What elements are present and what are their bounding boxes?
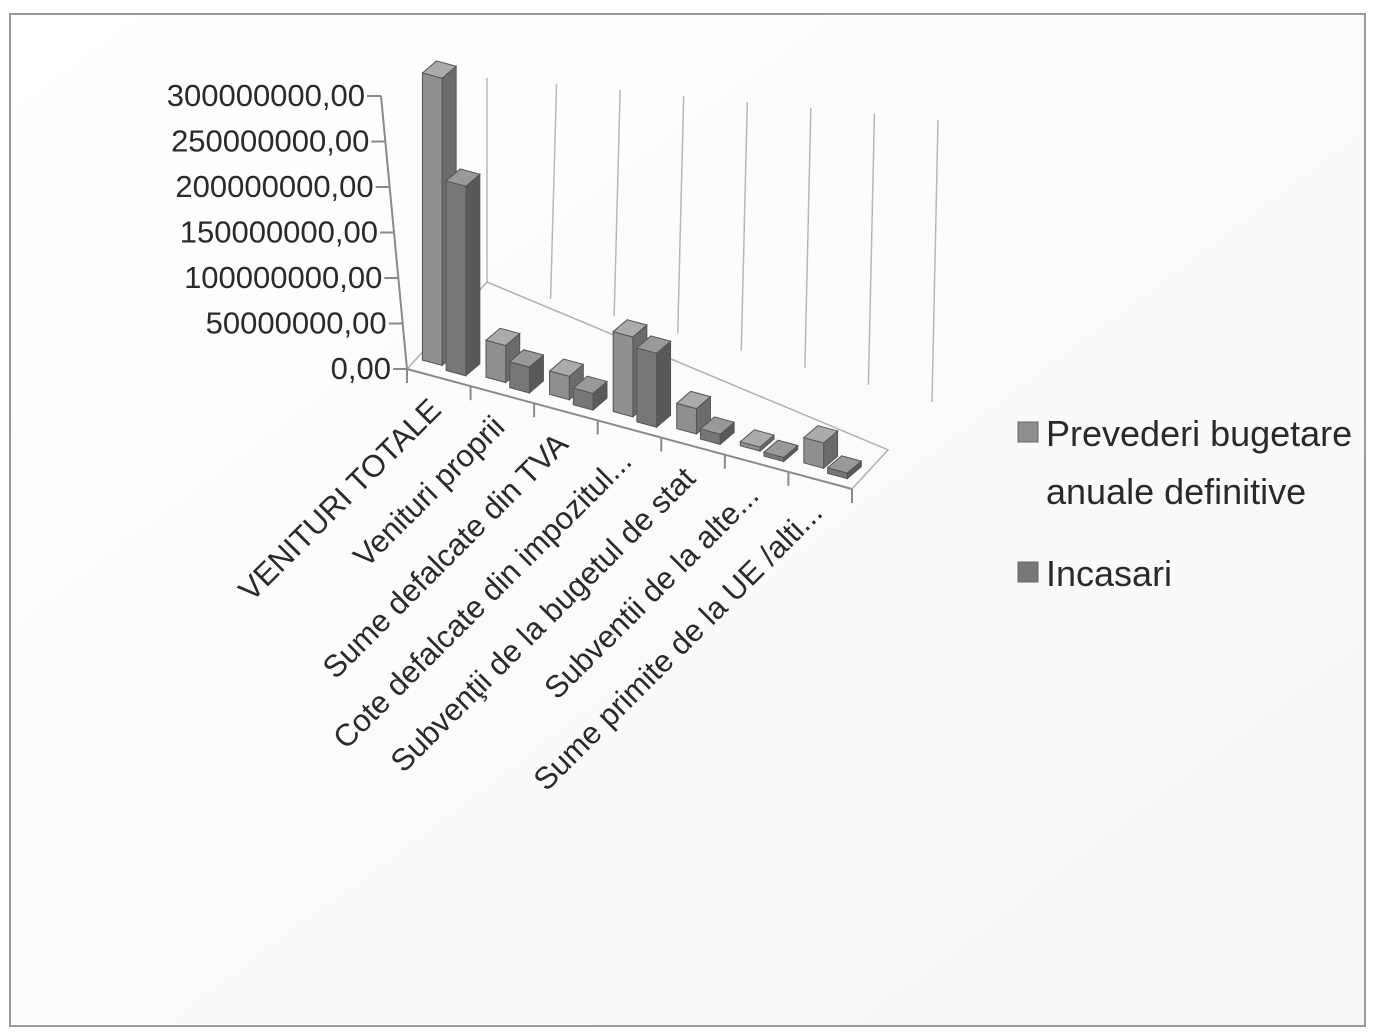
legend-label: Prevederi bugetare <box>1046 413 1352 454</box>
legend-label: anuale definitive <box>1046 471 1306 512</box>
bars <box>421 60 863 480</box>
gridline <box>676 95 685 334</box>
bar-incasari <box>635 335 672 429</box>
bar-prevederi <box>802 425 839 470</box>
gridline <box>613 89 621 317</box>
y-tick-label: 0,00 <box>331 351 391 386</box>
bar-incasari <box>508 349 545 395</box>
y-tick-label: 100000000,00 <box>184 260 382 295</box>
y-tick-label: 50000000,00 <box>206 306 387 341</box>
y-tick-label: 300000000,00 <box>167 78 365 113</box>
bar-incasari <box>699 416 736 446</box>
gridline <box>804 107 812 368</box>
bar-incasari <box>762 439 799 463</box>
y-tick-label: 150000000,00 <box>180 215 378 250</box>
legend-label: Incasari <box>1046 553 1172 594</box>
legend-swatch <box>1017 421 1039 443</box>
legend-item: Incasari <box>1017 553 1172 594</box>
chart-area-border <box>9 13 1366 1027</box>
gridline <box>740 101 749 351</box>
legend: Prevederi bugetare anuale definitive Incas… <box>1017 413 1352 594</box>
y-tick-label: 200000000,00 <box>175 169 373 204</box>
bar-incasari <box>826 455 863 480</box>
x-axis-line <box>406 368 853 490</box>
bar-prevederi <box>739 429 776 453</box>
legend-item: Prevederi bugetare anuale definitive <box>1017 413 1352 512</box>
gridline <box>867 113 876 385</box>
value-axis: 0,00 50000000,00 100000000,00 150000000,00 2… <box>167 78 408 386</box>
gridline <box>931 119 939 403</box>
gridline <box>549 83 558 300</box>
y-tick-label: 250000000,00 <box>171 124 369 159</box>
bar-incasari <box>445 168 481 377</box>
bar-incasari <box>572 375 609 412</box>
legend-swatch <box>1017 561 1039 583</box>
